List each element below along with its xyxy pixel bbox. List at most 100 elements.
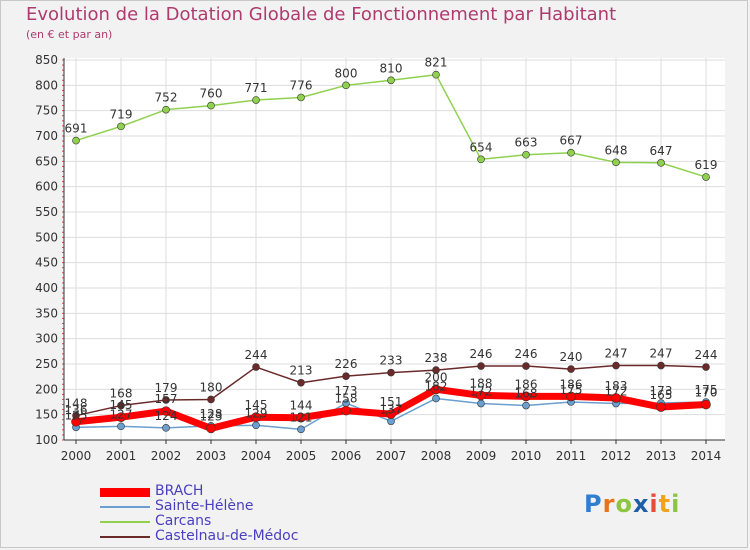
data-point-brach xyxy=(71,416,81,427)
data-label-carcans: 647 xyxy=(650,144,673,158)
y-tick-label: 750 xyxy=(35,104,58,118)
data-label-carcans: 719 xyxy=(110,107,133,121)
legend-item-brach: BRACH xyxy=(100,483,360,499)
data-point-carcans xyxy=(702,173,710,181)
legend-label-castelnau: Castelnau-de-Médoc xyxy=(155,528,299,544)
data-label-carcans: 619 xyxy=(695,158,718,172)
data-point-carcans xyxy=(657,159,665,167)
x-tick-label: 2004 xyxy=(241,449,272,463)
legend-label-carcans: Carcans xyxy=(155,513,212,529)
data-point-brach xyxy=(206,423,216,434)
data-label-brach: 158 xyxy=(335,392,358,406)
plot-area xyxy=(64,58,725,440)
data-point-carcans xyxy=(522,150,530,159)
data-point-brach xyxy=(161,406,171,416)
data-label-carcans: 776 xyxy=(290,78,313,92)
data-label-sainte-h-l-ne: 172 xyxy=(605,385,628,399)
data-label-brach: 151 xyxy=(380,395,403,409)
data-point-sainte-h-l-ne xyxy=(477,399,485,408)
data-label-brach: 144 xyxy=(290,399,313,413)
data-label-carcans: 654 xyxy=(470,140,493,154)
legend-swatch-sainte-helene xyxy=(100,506,150,508)
data-point-castelnau-de-m-doc xyxy=(477,362,485,370)
data-label-sainte-h-l-ne: 173 xyxy=(650,384,673,398)
data-point-sainte-h-l-ne xyxy=(297,425,305,434)
data-point-brach xyxy=(656,402,666,412)
x-tick-label: 2014 xyxy=(691,449,722,463)
data-label-sainte-h-l-ne: 129 xyxy=(245,406,268,420)
x-tick-label: 2009 xyxy=(466,449,497,463)
y-tick-label: 150 xyxy=(35,408,58,422)
data-label-carcans: 752 xyxy=(155,91,178,105)
data-point-castelnau-de-m-doc xyxy=(207,395,215,404)
data-label-brach: 157 xyxy=(155,392,178,406)
data-label-castelnau-de-m-doc: 180 xyxy=(200,380,223,394)
legend-swatch-brach xyxy=(100,488,150,497)
data-label-brach: 145 xyxy=(245,398,268,412)
data-point-sainte-h-l-ne xyxy=(432,394,440,403)
data-label-sainte-h-l-ne: 125 xyxy=(65,408,88,422)
data-point-castelnau-de-m-doc xyxy=(612,361,620,370)
data-label-brach: 183 xyxy=(605,379,628,393)
data-point-carcans xyxy=(117,122,125,131)
data-label-sainte-h-l-ne: 128 xyxy=(200,407,223,421)
data-point-brach xyxy=(521,391,531,402)
data-label-sainte-h-l-ne: 137 xyxy=(380,402,403,416)
data-label-carcans: 648 xyxy=(605,143,628,157)
x-tick-label: 2013 xyxy=(646,449,677,463)
proxiti-logo[interactable]: Proxiti xyxy=(584,490,680,518)
data-label-sainte-h-l-ne: 173 xyxy=(335,384,358,398)
data-point-carcans xyxy=(297,93,305,102)
data-label-castelnau-de-m-doc: 168 xyxy=(110,387,133,401)
legend-label-brach: BRACH xyxy=(155,483,204,499)
y-tick-label: 500 xyxy=(35,230,58,244)
data-point-brach xyxy=(386,409,396,419)
data-point-brach xyxy=(566,391,576,402)
data-point-castelnau-de-m-doc xyxy=(387,368,395,377)
data-label-sainte-h-l-ne: 175 xyxy=(695,383,718,397)
data-label-brach: 165 xyxy=(650,388,673,402)
x-tick-label: 2005 xyxy=(286,449,317,463)
legend-item-castelnau: Castelnau-de-Médoc xyxy=(100,528,360,544)
data-point-carcans xyxy=(387,76,395,85)
data-point-carcans xyxy=(252,96,260,104)
data-point-brach xyxy=(116,412,126,423)
data-point-brach xyxy=(701,399,711,410)
logo-letter: P xyxy=(584,490,603,518)
y-tick-label: 200 xyxy=(35,382,58,396)
legend-swatch-carcans xyxy=(100,521,150,523)
data-point-sainte-h-l-ne xyxy=(252,421,260,430)
y-tick-label: 450 xyxy=(35,256,58,270)
chart-subtitle: (en € et par an) xyxy=(26,28,113,41)
data-point-castelnau-de-m-doc xyxy=(252,363,260,371)
x-tick-label: 2006 xyxy=(331,449,362,463)
logo-letter: i xyxy=(671,490,681,518)
data-point-sainte-h-l-ne xyxy=(117,422,125,431)
data-point-castelnau-de-m-doc xyxy=(657,361,665,370)
data-label-carcans: 800 xyxy=(335,66,358,80)
y-tick-label: 350 xyxy=(35,306,58,320)
y-tick-label: 700 xyxy=(35,129,58,143)
data-point-castelnau-de-m-doc xyxy=(702,363,710,371)
data-label-castelnau-de-m-doc: 213 xyxy=(290,364,313,378)
data-point-carcans xyxy=(342,81,350,90)
legend-label-sainte-helene: Sainte-Hélène xyxy=(155,498,254,514)
data-label-brach: 136 xyxy=(65,403,88,417)
data-point-castelnau-de-m-doc xyxy=(162,396,170,404)
data-point-carcans xyxy=(207,101,215,110)
data-label-carcans: 771 xyxy=(245,81,268,95)
line-chart: 100 150 200 250 300 350 400 450 500 550 600 650 700 7… xyxy=(35,53,725,463)
data-point-sainte-h-l-ne xyxy=(162,424,170,432)
legend-item-sainte-helene: Sainte-Hélène xyxy=(100,498,360,514)
data-label-brach: 123 xyxy=(200,409,223,423)
data-point-carcans xyxy=(72,136,80,145)
chart-title: Evolution de la Dotation Globale de Fonc… xyxy=(26,4,617,25)
logo-letter: r xyxy=(602,490,616,518)
data-label-sainte-h-l-ne: 124 xyxy=(155,409,178,423)
data-label-carcans: 667 xyxy=(560,134,583,148)
data-point-carcans xyxy=(567,148,575,157)
y-tick-label: 550 xyxy=(35,205,58,219)
data-label-castelnau-de-m-doc: 247 xyxy=(650,347,673,361)
data-label-castelnau-de-m-doc: 246 xyxy=(515,347,538,361)
